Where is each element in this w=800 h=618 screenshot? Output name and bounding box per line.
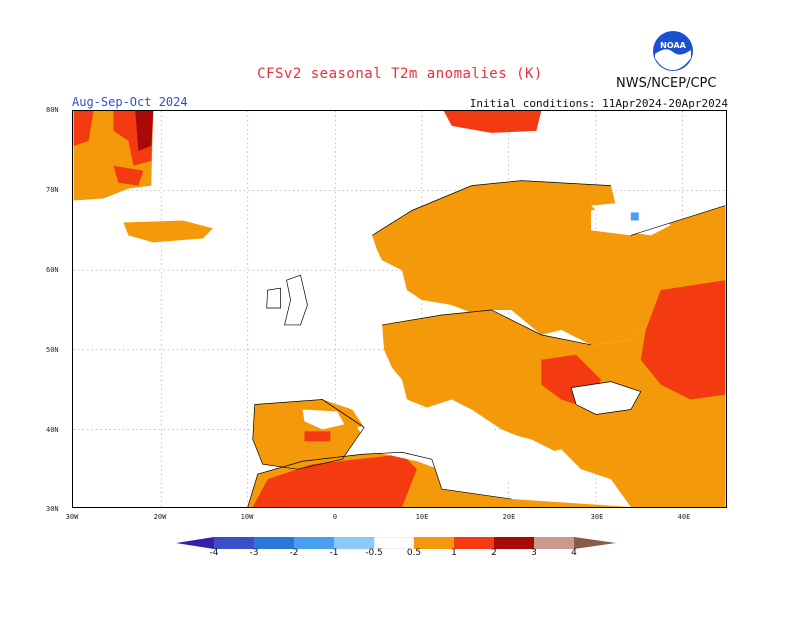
colorbar-tick: 4 bbox=[571, 548, 577, 558]
iceland-anomaly bbox=[123, 220, 213, 243]
russia-warm-anomaly bbox=[640, 280, 726, 400]
central-europe-anomaly bbox=[382, 300, 726, 507]
colorbar-tick: 1 bbox=[451, 548, 457, 558]
colorbar-tick: 3 bbox=[531, 548, 537, 558]
colorbar-bin-7 bbox=[454, 537, 494, 549]
greenland-anomaly bbox=[73, 111, 154, 201]
anomaly-map bbox=[72, 110, 727, 508]
colorbar-tick: -4 bbox=[209, 548, 219, 558]
lat-label-40n: 40N bbox=[46, 426, 59, 434]
lon-label-40e: 40E bbox=[677, 513, 691, 521]
lat-label-70n: 70N bbox=[46, 186, 59, 194]
noaa-logo: NOAA bbox=[653, 31, 693, 71]
white-sea-cold-cell bbox=[630, 212, 639, 221]
colorbar-min-arrow bbox=[176, 537, 214, 549]
svg-text:NOAA: NOAA bbox=[660, 41, 686, 50]
lon-label-10w: 10W bbox=[240, 513, 254, 521]
colorbar-tick: -1 bbox=[329, 548, 339, 558]
lon-label-20w: 20W bbox=[153, 513, 167, 521]
colorbar-bin-3 bbox=[294, 537, 334, 549]
colorbar-bin-4 bbox=[334, 537, 374, 549]
lat-label-60n: 60N bbox=[46, 266, 59, 274]
lat-label-50n: 50N bbox=[46, 346, 59, 354]
map-title: CFSv2 seasonal T2m anomalies (K) bbox=[257, 66, 543, 82]
colorbar-bin-8 bbox=[494, 537, 534, 549]
lat-label-80n: 80N bbox=[46, 106, 59, 114]
colorbar-tick: -0.5 bbox=[365, 548, 383, 558]
agency-label: NWS/NCEP/CPC bbox=[616, 76, 717, 91]
colorbar-tick: 0.5 bbox=[406, 548, 422, 558]
lat-label-30n: 30N bbox=[46, 505, 59, 513]
lon-label-30e: 30E bbox=[590, 513, 604, 521]
colorbar-tick: -2 bbox=[289, 548, 299, 558]
coastlines bbox=[247, 180, 726, 507]
colorbar-bin-6 bbox=[414, 537, 454, 549]
mediterranean-sea bbox=[357, 409, 582, 490]
colorbar-tick: 2 bbox=[491, 548, 497, 558]
black-sea bbox=[571, 381, 641, 415]
colorbar-tick: -3 bbox=[249, 548, 259, 558]
lon-label-0: 0 bbox=[332, 513, 338, 521]
scandinavia-anomaly bbox=[372, 180, 726, 345]
lon-label-10e: 10E bbox=[415, 513, 429, 521]
lon-label-20e: 20E bbox=[502, 513, 516, 521]
season-label: Aug-Sep-Oct 2024 bbox=[72, 95, 188, 109]
iberia-warm-cell bbox=[304, 431, 331, 442]
svalbard-anomaly bbox=[443, 111, 542, 133]
colorbar-bin-1 bbox=[214, 537, 254, 549]
colorbar-bin-2 bbox=[254, 537, 294, 549]
initial-conditions-label: Initial conditions: 11Apr2024-20Apr2024 bbox=[469, 97, 728, 110]
lon-label-30w: 30W bbox=[65, 513, 79, 521]
iberia-white-patch bbox=[302, 409, 345, 430]
colorbar-bin-9 bbox=[534, 537, 574, 549]
morocco-algeria-warm-anomaly bbox=[252, 454, 417, 507]
colorbar bbox=[176, 537, 616, 549]
colorbar-max-arrow bbox=[574, 537, 616, 549]
